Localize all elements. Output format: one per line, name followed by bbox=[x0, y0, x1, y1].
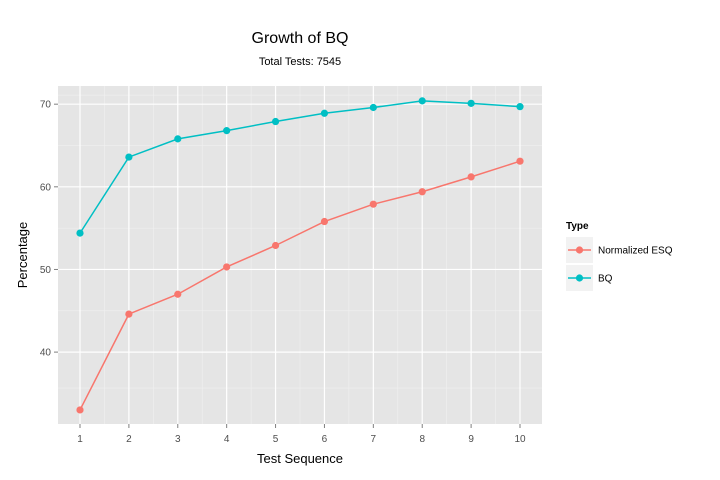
chart-title: Growth of BQ bbox=[252, 30, 349, 47]
data-point-normalized-esq bbox=[174, 290, 182, 298]
y-tick-label: 40 bbox=[40, 348, 52, 359]
x-tick-label: 4 bbox=[224, 434, 230, 445]
x-tick-label: 5 bbox=[273, 434, 279, 445]
data-point-normalized-esq bbox=[418, 188, 426, 196]
y-axis-title: Percentage bbox=[15, 222, 30, 289]
x-tick-label: 7 bbox=[371, 434, 377, 445]
data-point-bq bbox=[320, 109, 329, 117]
x-tick-label: 10 bbox=[514, 434, 526, 445]
x-tick-label: 1 bbox=[77, 434, 83, 445]
series-line-normalized-esq bbox=[79, 160, 521, 411]
data-point-normalized-esq bbox=[467, 173, 475, 181]
data-point-normalized-esq bbox=[125, 310, 133, 318]
data-point-normalized-esq bbox=[76, 406, 84, 414]
x-tick-label: 3 bbox=[175, 434, 181, 445]
data-point-normalized-esq bbox=[369, 200, 377, 208]
x-tick-label: 9 bbox=[468, 434, 474, 445]
data-point-normalized-esq bbox=[320, 217, 329, 226]
data-point-normalized-esq bbox=[271, 241, 280, 250]
legend-key-point-normalized-esq bbox=[575, 246, 584, 254]
data-point-bq bbox=[125, 153, 133, 161]
y-tick-label: 60 bbox=[40, 182, 52, 193]
data-point-bq bbox=[174, 135, 182, 143]
legend-label-normalized-esq: Normalized ESQ bbox=[598, 246, 673, 257]
y-tick-label: 50 bbox=[40, 265, 52, 276]
gridlines bbox=[58, 86, 542, 424]
data-point-normalized-esq bbox=[516, 157, 524, 165]
x-tick-label: 2 bbox=[126, 434, 132, 445]
series-line-bq bbox=[79, 100, 521, 234]
data-point-bq bbox=[223, 127, 231, 135]
data-point-normalized-esq bbox=[223, 263, 231, 271]
data-point-bq bbox=[516, 103, 524, 111]
x-axis-title: Test Sequence bbox=[257, 451, 343, 466]
x-tick-label: 6 bbox=[322, 434, 328, 445]
legend: Type Normalized ESQ BQ bbox=[566, 221, 673, 291]
y-tick-label: 70 bbox=[40, 100, 52, 111]
series-layer bbox=[76, 97, 524, 414]
data-point-bq bbox=[76, 229, 84, 237]
data-point-bq bbox=[369, 103, 377, 112]
data-point-bq bbox=[271, 117, 280, 126]
legend-label-bq: BQ bbox=[598, 274, 613, 285]
data-point-bq bbox=[467, 99, 475, 107]
legend-title: Type bbox=[566, 221, 589, 232]
chart-subtitle: Total Tests: 7545 bbox=[259, 56, 341, 68]
data-point-bq bbox=[418, 97, 426, 105]
x-tick-label: 8 bbox=[419, 434, 425, 445]
axes: 1 2 3 4 5 6 7 8 9 10 40 50 60 70 bbox=[40, 100, 526, 445]
legend-key-point-bq bbox=[575, 274, 584, 282]
